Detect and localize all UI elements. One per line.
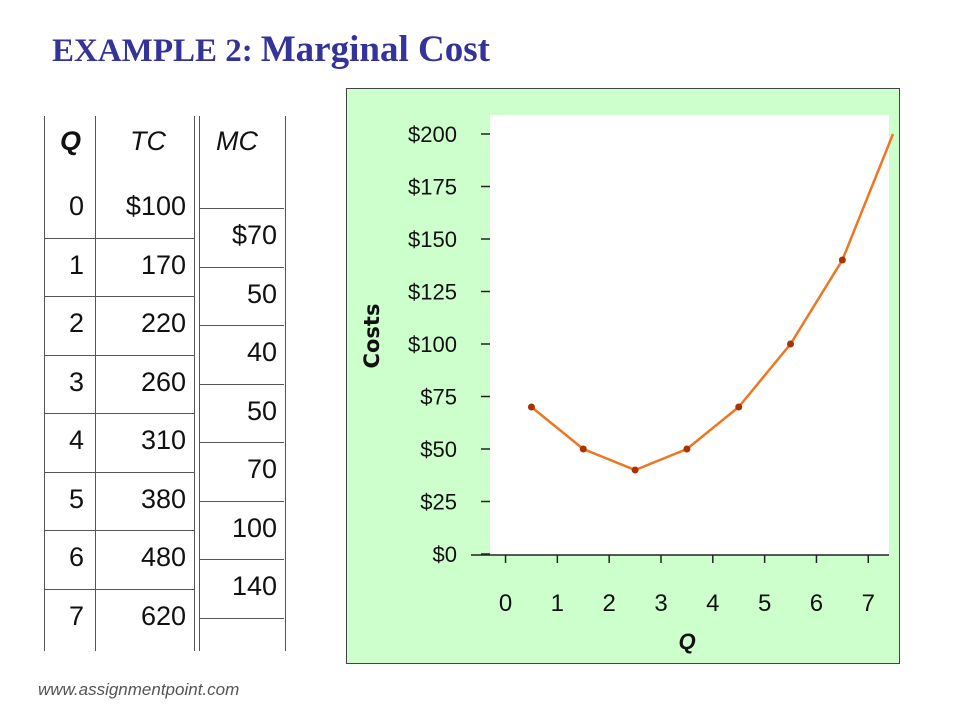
tc-cell: 310 <box>140 425 186 455</box>
q-header: Q <box>60 126 82 156</box>
y-tick-label: $200 <box>408 122 457 147</box>
x-axis-label: Q <box>678 629 695 654</box>
tc-cell: 480 <box>140 542 186 572</box>
mc-row-divider <box>199 266 284 268</box>
q-cell: 5 <box>68 483 84 514</box>
mc-cell: 50 <box>246 278 277 309</box>
row-divider <box>44 237 194 239</box>
tc-cell: 620 <box>140 600 186 631</box>
x-tick-label: 7 <box>862 590 875 617</box>
footer-url: www.assignmentpoint.com <box>38 680 240 699</box>
x-tick-label: 4 <box>706 590 719 617</box>
mc-row-divider <box>199 325 284 327</box>
mc-column <box>199 116 286 651</box>
data-point <box>579 445 587 453</box>
chart-svg: $0 $25 $50 $75 $100 $125 $150 $175 $200 0 1 2 3 4 5 6 7 Q… <box>360 115 895 654</box>
mc-line <box>530 133 895 472</box>
mc-cell: 100 <box>231 512 277 543</box>
x-tick-label: 6 <box>810 590 823 617</box>
q-cell: 7 <box>68 600 84 631</box>
tc-cell: 220 <box>140 308 186 338</box>
mc-cell: $70 <box>231 220 277 251</box>
y-axis-label: Costs <box>360 304 384 369</box>
tc-column <box>94 116 195 651</box>
title-prefix: EXAMPLE 2: <box>52 33 253 69</box>
mc-row-divider <box>199 383 284 385</box>
mc-row-divider <box>199 500 284 502</box>
title-main: Marginal Cost <box>260 29 490 70</box>
y-tick-label: $150 <box>408 227 457 252</box>
data-point <box>527 403 535 411</box>
row-divider <box>44 471 194 473</box>
q-cell: 0 <box>68 191 84 221</box>
y-tick-label: $25 <box>420 490 457 515</box>
y-tick-label: $100 <box>408 332 457 357</box>
row-divider <box>44 530 194 531</box>
data-point <box>683 445 691 453</box>
cost-table: Q TC MC 0 1 2 3 4 5 6 7 $100 170 220 260 310 380 480 62… <box>44 116 286 651</box>
y-tick-label: $0 <box>433 542 457 567</box>
mc-header: MC <box>216 126 258 156</box>
x-tick-label: 0 <box>499 590 512 617</box>
row-divider <box>44 354 194 356</box>
x-tick-label: 3 <box>654 590 667 617</box>
x-tick-label: 5 <box>758 590 771 617</box>
mc-row-divider <box>199 442 284 444</box>
x-tick-label: 2 <box>603 590 616 617</box>
tc-header: TC <box>130 126 166 156</box>
tc-cell: $100 <box>125 191 186 221</box>
q-cell: 6 <box>68 542 84 572</box>
mc-chart: $0 $25 $50 $75 $100 $125 $150 $175 $200 0 1 2 3 4 5 6 7 Q… <box>346 88 900 664</box>
data-point <box>735 403 743 411</box>
y-tick-label: $125 <box>408 280 457 305</box>
q-cell: 2 <box>68 308 84 338</box>
q-cell: 1 <box>68 249 84 280</box>
row-divider <box>44 588 194 590</box>
mc-row-divider <box>199 559 284 561</box>
x-tick-label: 1 <box>551 590 564 617</box>
data-point <box>787 340 795 348</box>
tc-cell: 170 <box>140 249 186 280</box>
data-point <box>838 256 846 264</box>
mc-cell: 40 <box>246 337 277 368</box>
tc-cell: 380 <box>140 483 186 514</box>
mc-row-divider <box>199 617 284 619</box>
tc-cell: 260 <box>140 366 186 397</box>
mc-cell: 50 <box>246 395 277 426</box>
row-divider <box>44 296 194 297</box>
mc-row-divider <box>199 208 284 210</box>
q-cell: 3 <box>68 366 84 397</box>
data-point <box>631 466 639 474</box>
y-tick-label: $50 <box>420 437 457 462</box>
page-title: EXAMPLE 2: Marginal Cost <box>52 28 490 71</box>
mc-cell: 70 <box>246 454 277 485</box>
y-tick-label: $175 <box>408 175 457 200</box>
q-column <box>44 116 96 651</box>
mc-cell: 140 <box>231 571 277 602</box>
plot-area <box>490 115 889 555</box>
q-cell: 4 <box>68 425 84 455</box>
row-divider <box>44 413 194 414</box>
y-tick-label: $75 <box>420 385 457 410</box>
